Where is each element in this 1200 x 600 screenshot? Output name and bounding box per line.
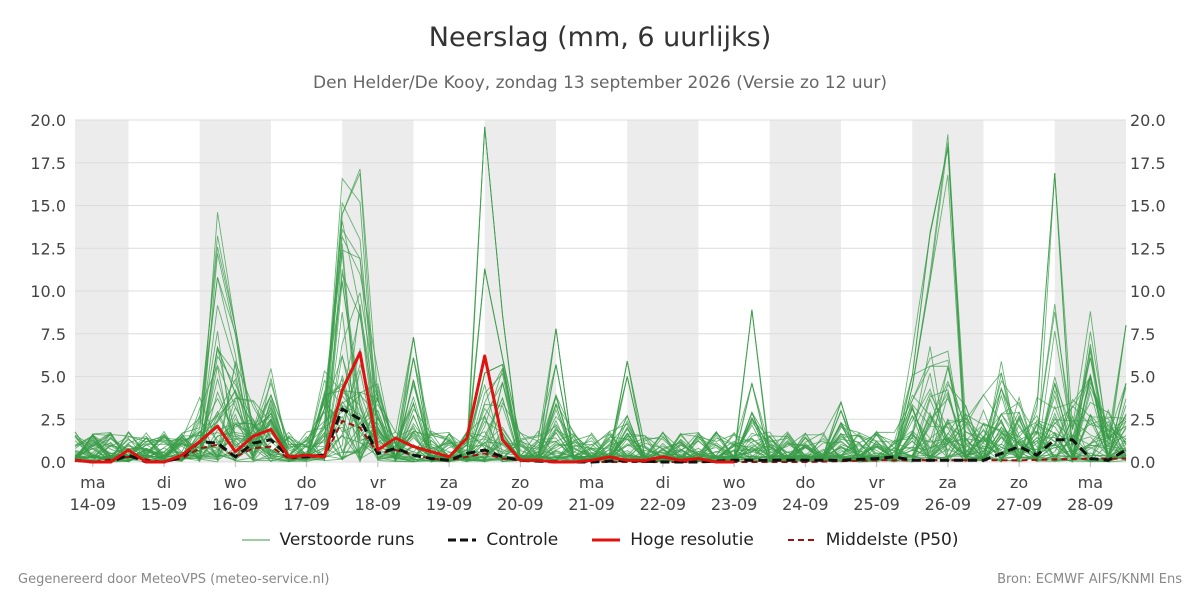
x-tick-day: vr xyxy=(370,473,386,492)
legend: Verstoorde runs Controle Hoge resolutie … xyxy=(0,530,1200,550)
legend-swatch-perturbed xyxy=(241,539,270,541)
y-tick-label-left: 0.0 xyxy=(41,453,66,472)
y-tick-label-left: 20.0 xyxy=(30,111,66,130)
control-line xyxy=(74,407,1127,464)
chart-title: Neerslag (mm, 6 uurlijks) xyxy=(428,22,772,53)
x-tick-date: 20-09 xyxy=(497,495,544,514)
x-tick-date: 23-09 xyxy=(711,495,758,514)
x-tick-day: vr xyxy=(869,473,885,492)
x-tick-date: 24-09 xyxy=(782,495,829,514)
y-tick-label-left: 7.5 xyxy=(41,325,66,344)
y-tick-label-right: 2.5 xyxy=(1130,410,1155,429)
x-tick-day: do xyxy=(297,473,317,492)
x-tick-day: zo xyxy=(1010,473,1028,492)
x-tick-date: 21-09 xyxy=(568,495,615,514)
x-tick-date: 25-09 xyxy=(853,495,900,514)
legend-label-median: Middelste (P50) xyxy=(825,530,959,550)
legend-item-perturbed: Verstoorde runs xyxy=(241,530,415,550)
legend-label-control: Controle xyxy=(486,530,559,550)
perturbed-run-line xyxy=(74,351,1127,463)
y-tick-label-right: 7.5 xyxy=(1130,325,1155,344)
x-tick-date: 18-09 xyxy=(355,495,402,514)
legend-label-perturbed: Verstoorde runs xyxy=(279,530,415,550)
high-res-line xyxy=(74,351,735,464)
y-tick-label-right: 20.0 xyxy=(1130,111,1166,130)
median-line xyxy=(74,419,1126,463)
x-tick-date: 22-09 xyxy=(640,495,687,514)
y-tick-label-right: 10.0 xyxy=(1130,282,1166,301)
legend-item-median: Middelste (P50) xyxy=(787,530,959,550)
y-tick-label-left: 12.5 xyxy=(30,239,66,258)
x-tick-day: ma xyxy=(80,473,105,492)
y-tick-label-right: 5.0 xyxy=(1130,368,1155,387)
y-tick-label-left: 2.5 xyxy=(41,410,66,429)
y-tick-label-right: 17.5 xyxy=(1130,154,1166,173)
y-tick-label-left: 10.0 xyxy=(30,282,66,301)
legend-swatch-control xyxy=(448,538,477,542)
x-tick-date: 28-09 xyxy=(1067,495,1114,514)
perturbed-run-line xyxy=(74,348,1127,463)
y-tick-label-right: 0.0 xyxy=(1130,453,1155,472)
legend-item-high-res: Hoge resolutie xyxy=(592,530,754,550)
footer-generator: Gegenereerd door MeteoVPS (meteo-service… xyxy=(18,572,330,587)
legend-item-control: Controle xyxy=(448,530,558,550)
x-tick-day: di xyxy=(656,473,671,492)
x-tick-date: 15-09 xyxy=(141,495,188,514)
legend-label-high-res: Hoge resolutie xyxy=(630,530,754,550)
x-tick-date: 16-09 xyxy=(212,495,259,514)
y-tick-label-right: 15.0 xyxy=(1130,197,1166,216)
y-tick-label-left: 17.5 xyxy=(30,154,66,173)
footer-source: Bron: ECMWF AIFS/KNMI Ens xyxy=(997,572,1182,587)
x-tick-day: za xyxy=(939,473,957,492)
x-tick-day: zo xyxy=(511,473,529,492)
y-tick-label-left: 5.0 xyxy=(41,368,66,387)
y-tick-label-left: 15.0 xyxy=(30,197,66,216)
x-tick-date: 27-09 xyxy=(996,495,1043,514)
x-tick-day: za xyxy=(440,473,458,492)
x-tick-day: wo xyxy=(224,473,247,492)
x-tick-day: wo xyxy=(723,473,746,492)
x-tick-day: ma xyxy=(1078,473,1103,492)
x-tick-day: di xyxy=(157,473,172,492)
x-tick-date: 26-09 xyxy=(925,495,972,514)
x-tick-date: 17-09 xyxy=(283,495,330,514)
x-tick-date: 19-09 xyxy=(426,495,473,514)
x-tick-date: 14-09 xyxy=(70,495,117,514)
perturbed-run-line xyxy=(74,243,1127,463)
x-tick-day: ma xyxy=(579,473,604,492)
x-tick-day: do xyxy=(795,473,815,492)
y-tick-label-right: 12.5 xyxy=(1130,239,1166,258)
chart-subtitle: Den Helder/De Kooy, zondag 13 september … xyxy=(313,73,887,93)
legend-swatch-high-res xyxy=(592,538,621,542)
legend-swatch-median xyxy=(787,539,816,541)
